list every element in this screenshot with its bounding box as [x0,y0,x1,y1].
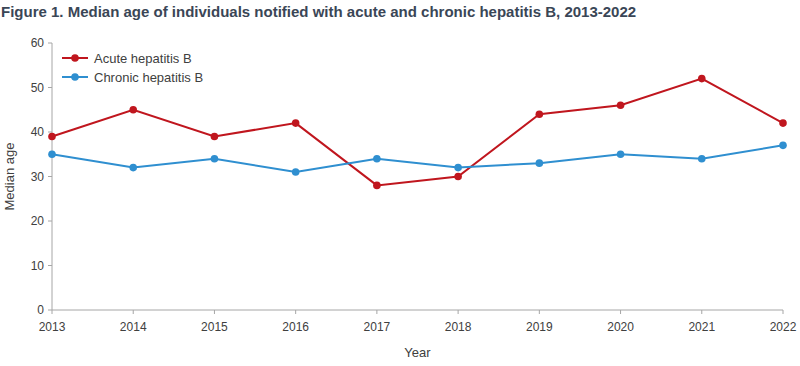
x-tick-label: 2020 [607,320,634,334]
legend: Acute hepatitis B Chronic hepatitis B [62,51,203,85]
point [698,75,706,83]
point [779,119,787,127]
x-tick [620,310,621,314]
x-tick-label: 2015 [201,320,228,334]
y-tick-label: 50 [31,81,45,95]
point [454,173,462,181]
point [211,155,219,163]
point [48,133,56,141]
point [129,164,137,172]
point [779,142,787,150]
y-tick [48,87,52,88]
x-tick [295,310,296,314]
x-tick-label: 2022 [770,320,797,334]
point [617,150,625,158]
point [373,155,381,163]
plot-area [48,75,787,189]
x-tick-label: 2017 [364,320,391,334]
point [292,168,300,176]
point [48,150,56,158]
point [698,155,706,163]
point [617,102,625,110]
y-axis-label: Median age [2,143,17,211]
x-axis-label: Year [404,345,431,360]
y-tick-label: 10 [31,259,45,273]
x-axis [52,310,783,311]
point [536,110,544,118]
y-tick-label: 30 [31,170,45,184]
point [454,164,462,172]
point [211,133,219,141]
legend-marker [71,73,79,81]
series-line [52,145,783,172]
legend-marker [71,54,79,62]
y-tick [48,221,52,222]
y-tick-label: 20 [31,214,45,228]
x-tick [458,310,459,314]
series-line [52,79,783,186]
legend-label: Chronic hepatitis B [94,70,203,85]
point [292,119,300,127]
x-tick-label: 2014 [120,320,147,334]
y-tick [48,43,52,44]
x-tick [701,310,702,314]
y-tick [48,265,52,266]
point [536,159,544,167]
x-tick-label: 2016 [282,320,309,334]
x-tick-label: 2018 [445,320,472,334]
y-tick [48,176,52,177]
y-tick-label: 60 [31,36,45,50]
x-tick-label: 2013 [39,320,66,334]
x-tick [539,310,540,314]
legend-label: Acute hepatitis B [94,51,192,66]
x-tick-label: 2021 [688,320,715,334]
y-axis [52,43,53,310]
x-tick [376,310,377,314]
x-tick [783,310,784,314]
chart: Figure 1. Median age of individuals noti… [0,0,800,366]
point [129,106,137,114]
x-tick [214,310,215,314]
y-tick-label: 40 [31,125,45,139]
title: Figure 1. Median age of individuals noti… [1,3,636,20]
y-tick [48,310,52,311]
x-tick [133,310,134,314]
x-tick-label: 2019 [526,320,553,334]
point [373,182,381,190]
y-tick-label: 0 [37,303,44,317]
y-tick [48,132,52,133]
x-tick [52,310,53,314]
